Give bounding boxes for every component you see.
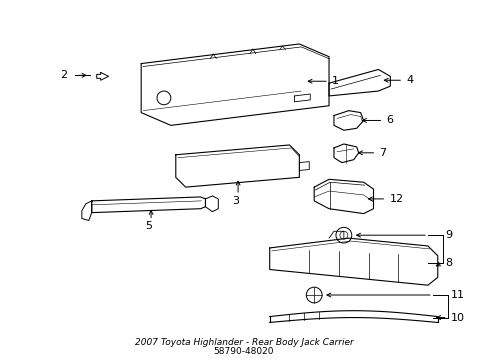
Polygon shape (205, 196, 218, 212)
Polygon shape (333, 111, 363, 130)
Text: 11: 11 (450, 290, 464, 300)
Polygon shape (81, 201, 92, 220)
Text: 58790-48020: 58790-48020 (213, 347, 274, 356)
Text: 7: 7 (379, 148, 386, 158)
Polygon shape (314, 179, 373, 213)
Text: 5: 5 (145, 221, 152, 231)
Text: 4: 4 (406, 75, 412, 85)
Text: 2007 Toyota Highlander - Rear Body Jack Carrier: 2007 Toyota Highlander - Rear Body Jack … (134, 338, 353, 347)
Polygon shape (333, 144, 358, 163)
Text: 1: 1 (331, 76, 338, 86)
Text: 8: 8 (445, 258, 452, 267)
Polygon shape (328, 69, 389, 96)
Polygon shape (97, 72, 108, 80)
Polygon shape (141, 44, 328, 125)
Text: 10: 10 (450, 312, 464, 323)
Text: 3: 3 (232, 196, 239, 206)
Polygon shape (175, 145, 299, 187)
Text: 9: 9 (445, 230, 452, 240)
Polygon shape (299, 162, 308, 171)
Text: 2: 2 (60, 70, 67, 80)
Polygon shape (269, 238, 437, 285)
Text: 12: 12 (388, 194, 403, 204)
Text: 6: 6 (386, 116, 392, 125)
Polygon shape (92, 197, 205, 213)
Polygon shape (294, 94, 309, 102)
